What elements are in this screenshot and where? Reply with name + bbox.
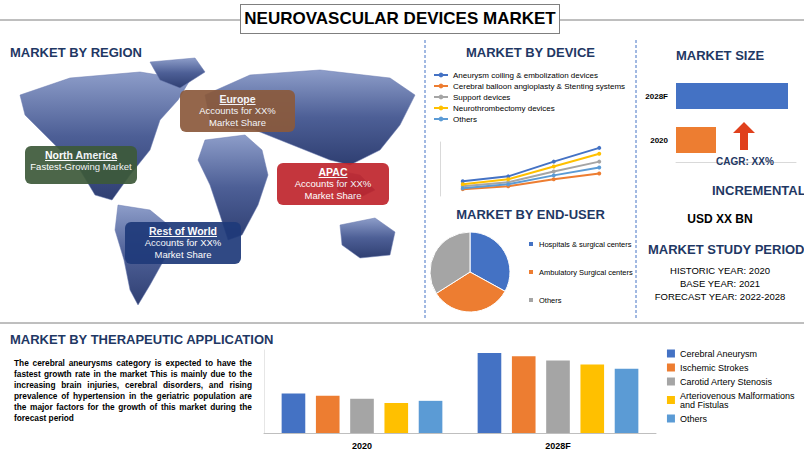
- html-text:NEUROVASCULAR DEVICES MARKET: NEUROVASCULAR DEVICES MARKET: [244, 9, 556, 28]
- html-text:MARKET SIZE: MARKET SIZE: [675, 48, 765, 63]
- svg-text:Aneurysm coiling & embolizatio: Aneurysm coiling & embolization devices: [453, 71, 598, 80]
- svg-text:Ischemic Strokes: Ischemic Strokes: [680, 363, 749, 373]
- html-text:MARKET STUDY PERIOD: MARKET STUDY PERIOD: [648, 242, 804, 257]
- html-text:Accounts for XX% Market Share: Accounts for XX% Market Share: [199, 105, 276, 128]
- svg-text:and Fistulas: and Fistulas: [680, 400, 729, 410]
- svg-text:Cerebral balloon angioplasty &: Cerebral balloon angioplasty & Stenting …: [453, 82, 625, 91]
- svg-text:2020: 2020: [352, 441, 372, 451]
- svg-text:Hospitals & surgical centers: Hospitals & surgical centers: [539, 240, 632, 249]
- svg-text:2028F: 2028F: [545, 441, 571, 451]
- html-text:Europe: Europe: [219, 93, 256, 105]
- html-text:Accounts for XX% Market Share: Accounts for XX% Market Share: [294, 178, 372, 201]
- svg-text:2020: 2020: [650, 136, 668, 145]
- svg-text:Cerebral Aneurysm: Cerebral Aneurysm: [680, 349, 757, 359]
- svg-text:Ambulatory Surgical centers: Ambulatory Surgical centers: [539, 268, 633, 277]
- html-text:BASE YEAR: 2021: BASE YEAR: 2021: [679, 278, 760, 289]
- html-text:MARKET BY END-USER: MARKET BY END-USER: [456, 207, 605, 222]
- html-text:MARKET BY REGION: MARKET BY REGION: [10, 45, 142, 60]
- html-text:Fastest-Growing Market: Fastest-Growing Market: [30, 161, 132, 172]
- html-text:MARKET BY DEVICE: MARKET BY DEVICE: [466, 45, 595, 60]
- svg-text:Neurothrombectomy devices: Neurothrombectomy devices: [453, 104, 555, 113]
- svg-text:2028F: 2028F: [645, 92, 668, 101]
- html-text:HISTORIC YEAR: 2020: HISTORIC YEAR: 2020: [670, 265, 770, 276]
- html-text:APAC: APAC: [318, 166, 348, 178]
- svg-text:Arteriovenous Malformations: Arteriovenous Malformations: [680, 390, 797, 401]
- html-text:FORECAST YEAR: 2022-2028: FORECAST YEAR: 2022-2028: [654, 291, 786, 302]
- html-text:North America: North America: [45, 149, 117, 161]
- svg-text:Others: Others: [539, 296, 562, 305]
- html-text:MARKET BY THERAPEUTIC APPLICAT: MARKET BY THERAPEUTIC APPLICATION: [10, 332, 274, 347]
- svg-text:Support devices: Support devices: [453, 93, 510, 102]
- html-text:USD XX BN: USD XX BN: [687, 212, 753, 226]
- svg-text:Others: Others: [453, 115, 477, 124]
- html-text:The cerebral aneurysms categor: The cerebral aneurysms category is expec…: [14, 358, 252, 423]
- svg-text:Others: Others: [680, 414, 708, 424]
- html-text:Accounts for XX% Market Share: Accounts for XX% Market Share: [144, 237, 222, 260]
- svg-text:Carotid Artery Stenosis: Carotid Artery Stenosis: [680, 377, 773, 387]
- html-text:CAGR: XX%: CAGR: XX%: [716, 156, 774, 167]
- html-text:Rest of World: Rest of World: [149, 225, 217, 237]
